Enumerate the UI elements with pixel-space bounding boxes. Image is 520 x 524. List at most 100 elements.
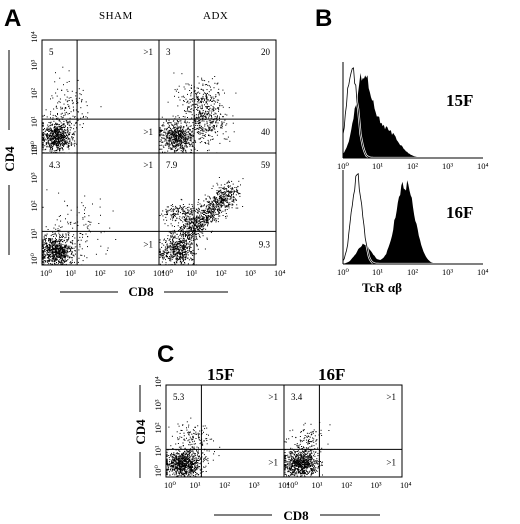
event-dot [171, 243, 173, 245]
event-dot [201, 116, 203, 117]
event-dot [95, 253, 97, 255]
event-dot [55, 142, 57, 144]
event-dot [176, 260, 178, 262]
event-dot [184, 218, 186, 220]
event-dot [226, 114, 228, 116]
event-dot [169, 471, 171, 473]
event-dot [165, 241, 167, 243]
event-dot [204, 123, 206, 125]
event-dot [205, 129, 207, 131]
event-dot [178, 247, 180, 249]
event-dot [175, 122, 177, 124]
event-dot [204, 213, 205, 215]
event-dot [64, 256, 66, 257]
event-dot [51, 252, 53, 254]
event-dot [54, 140, 56, 142]
event-dot [186, 213, 188, 215]
event-dot [168, 251, 170, 253]
event-dot [189, 249, 191, 251]
event-dot [72, 133, 74, 135]
event-dot [218, 190, 220, 192]
event-dot [197, 96, 199, 98]
event-dot [42, 144, 44, 145]
event-dot [225, 216, 226, 217]
event-dot [226, 201, 228, 203]
event-dot [206, 129, 208, 131]
event-dot [195, 128, 197, 130]
event-dot [191, 108, 193, 110]
event-dot [50, 139, 52, 141]
event-dot [66, 239, 68, 241]
event-dot [230, 195, 232, 197]
event-dot [61, 236, 63, 238]
event-dot [44, 261, 46, 263]
event-dot [57, 240, 59, 242]
event-dot [43, 260, 45, 262]
event-dot [200, 88, 202, 90]
event-dot [56, 142, 58, 144]
event-dot [183, 129, 185, 131]
event-dot [172, 217, 174, 219]
event-dot [167, 247, 169, 249]
event-dot [56, 129, 58, 131]
event-dot [52, 138, 54, 140]
event-dot [189, 111, 191, 113]
event-dot [197, 218, 199, 220]
event-dot [177, 243, 179, 245]
event-dot [208, 100, 210, 102]
event-dot [173, 138, 175, 140]
event-dot [67, 256, 69, 258]
event-dot [190, 125, 192, 127]
event-dot [232, 122, 234, 124]
event-dot [183, 131, 185, 133]
event-dot [51, 132, 53, 134]
event-dot [44, 250, 46, 252]
event-dot [201, 209, 203, 211]
event-dot [45, 240, 46, 242]
event-dot [181, 250, 183, 252]
event-dot [187, 137, 189, 139]
event-dot [45, 243, 47, 245]
event-dot [221, 202, 223, 204]
event-dot [188, 230, 190, 231]
event-dot [238, 180, 240, 182]
panel-c-plot-15f: 5.3 >1>1 [165, 384, 285, 478]
event-dot [207, 216, 209, 218]
event-dot [183, 86, 185, 88]
event-dot [88, 229, 90, 231]
event-dot [177, 256, 179, 257]
event-dot [187, 250, 189, 251]
event-dot [172, 148, 174, 150]
event-dot [54, 130, 56, 131]
event-dot [203, 135, 205, 136]
event-dot [212, 127, 214, 129]
event-dot [63, 245, 65, 247]
event-dot [174, 235, 176, 237]
event-dot [210, 203, 212, 204]
event-dot [197, 105, 199, 107]
panel-a-plot-adx-2: 7.9 599.3 [158, 152, 277, 266]
event-dot [42, 261, 44, 263]
event-dot [66, 131, 68, 133]
panel-a-top-y-tick: 10³ [29, 59, 39, 71]
event-dot [54, 239, 56, 241]
event-dot [53, 259, 55, 261]
event-dot [202, 218, 204, 220]
event-dot [232, 183, 234, 185]
event-dot [43, 136, 45, 138]
event-dot [58, 238, 60, 240]
event-dot [53, 130, 55, 132]
event-dot [57, 247, 59, 249]
panel-a-xlabel: CD8 [128, 284, 154, 299]
event-dot [73, 234, 75, 236]
event-dot [226, 199, 228, 201]
event-dot [174, 243, 176, 245]
event-dot [57, 253, 59, 255]
event-dot [235, 207, 237, 209]
event-dot [191, 236, 193, 238]
event-dot [159, 250, 161, 252]
event-dot [209, 127, 211, 129]
panel-a-right-x-tick: 10⁴ [274, 268, 286, 278]
event-dot [167, 126, 169, 128]
event-dot [174, 135, 176, 137]
